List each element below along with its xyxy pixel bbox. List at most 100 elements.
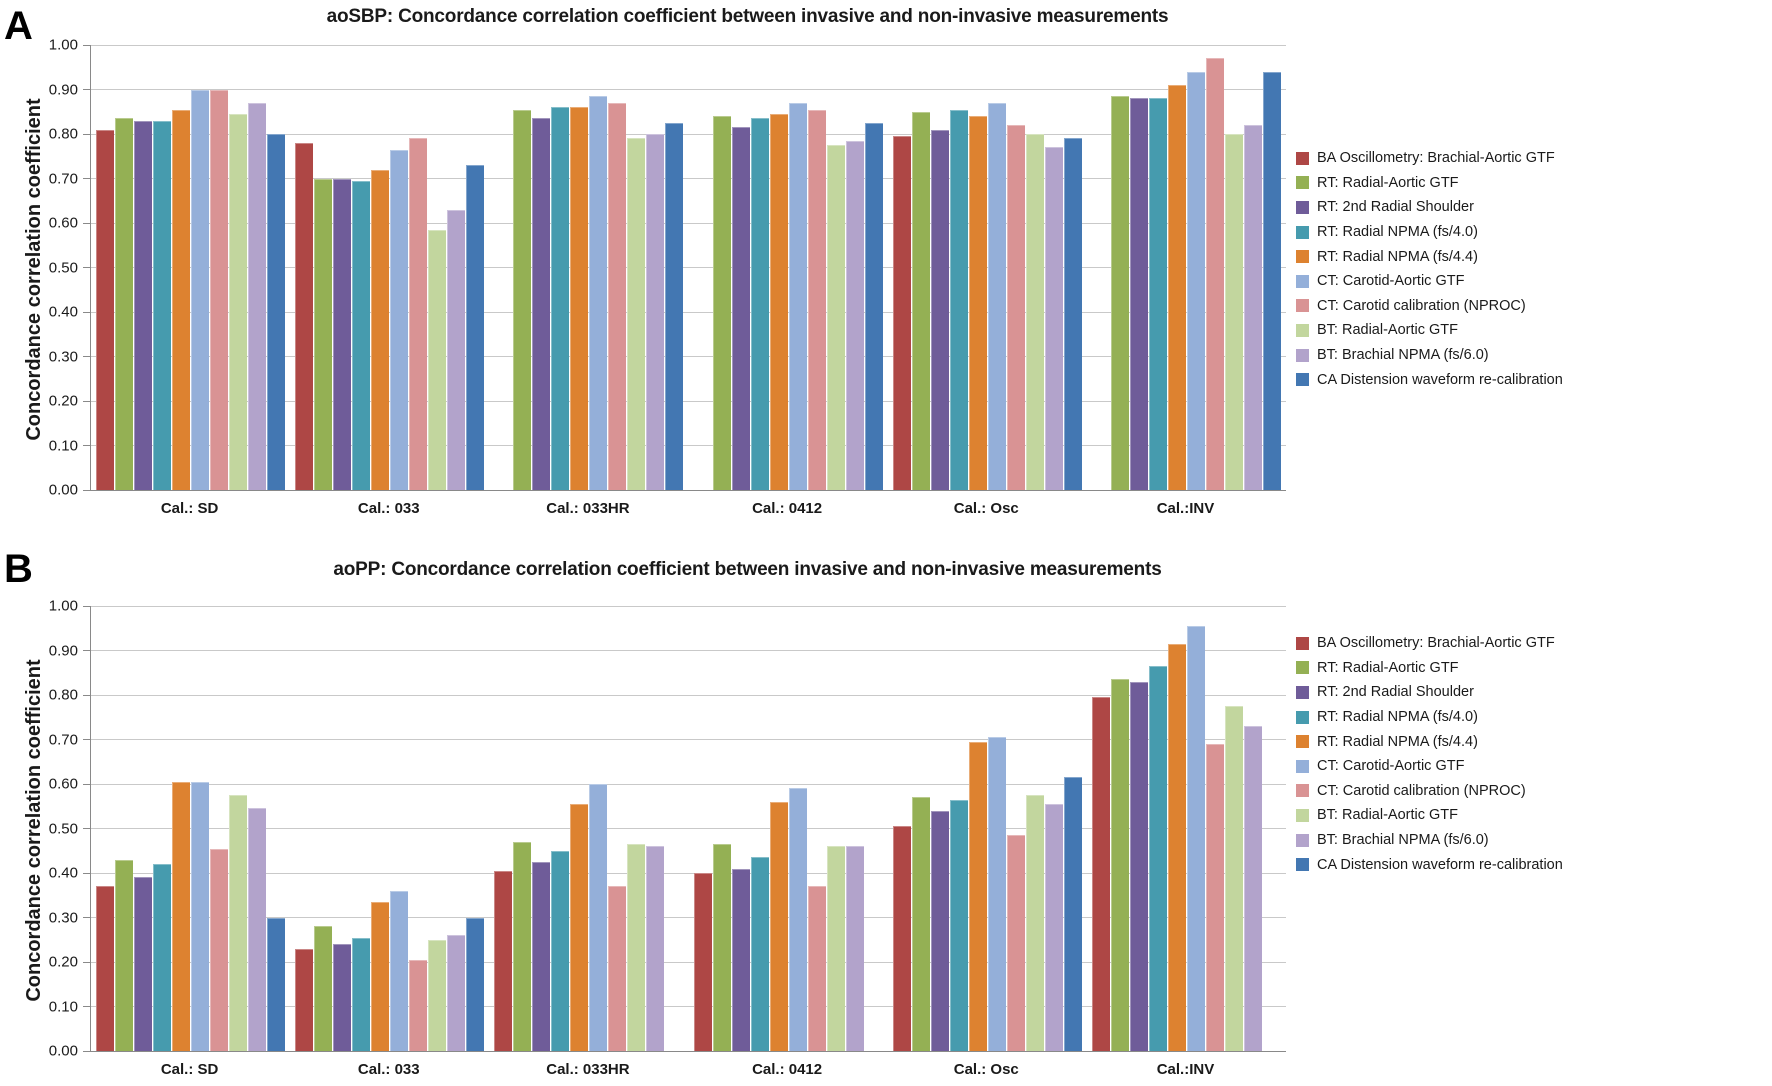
y-tick-mark xyxy=(83,178,91,179)
y-tick-mark xyxy=(83,267,91,268)
bar xyxy=(570,804,589,1051)
bar xyxy=(750,857,769,1051)
bar-slot xyxy=(267,45,286,490)
bar-slot xyxy=(551,45,570,490)
y-tick-mark xyxy=(83,445,91,446)
bar xyxy=(390,149,409,490)
bar-slot xyxy=(892,606,911,1051)
bar xyxy=(267,917,286,1051)
bar-slot xyxy=(428,606,447,1051)
y-tick-mark xyxy=(83,605,91,607)
y-tick-label: 0.20 xyxy=(48,953,78,971)
bar xyxy=(788,788,807,1051)
bar-slot xyxy=(845,45,864,490)
bar-group xyxy=(1087,45,1286,490)
bar xyxy=(390,890,409,1051)
legend-swatch xyxy=(1296,858,1309,872)
panel-b: B aoPP: Concordance correlation coeffici… xyxy=(0,543,1772,1086)
bar xyxy=(665,122,684,490)
bar-slot xyxy=(494,606,513,1051)
bar-slot xyxy=(115,606,134,1051)
bar-slot xyxy=(314,606,333,1051)
y-tick-label: 0.20 xyxy=(48,392,78,410)
bar-slot xyxy=(134,606,153,1051)
gridline xyxy=(91,400,1286,402)
bar-slot xyxy=(172,606,191,1051)
y-tick-mark xyxy=(83,133,91,135)
bar-slot xyxy=(267,606,286,1051)
bar xyxy=(229,795,248,1051)
bar-slot xyxy=(248,606,267,1051)
bar-slot xyxy=(466,606,485,1051)
bar-group xyxy=(888,606,1087,1051)
bar-group xyxy=(91,606,290,1051)
y-tick-mark xyxy=(83,222,91,224)
bar xyxy=(513,841,532,1051)
bar xyxy=(409,138,428,490)
bar xyxy=(352,180,371,490)
bar xyxy=(428,229,447,490)
bar xyxy=(371,901,390,1051)
gridline xyxy=(91,133,1286,135)
bar xyxy=(911,111,930,490)
legend-item: BA Oscillometry: Brachial-Aortic GTF xyxy=(1296,631,1772,656)
bar xyxy=(712,844,731,1051)
bar-slot xyxy=(911,606,930,1051)
category-label: Cal.: 033 xyxy=(357,500,420,517)
legend-swatch xyxy=(1296,735,1309,749)
y-tick-label: 0.90 xyxy=(48,81,78,98)
bar xyxy=(1110,679,1129,1051)
category-label: Cal.:INV xyxy=(1156,500,1215,517)
panel-a: A aoSBP: Concordance correlation coeffic… xyxy=(4,4,1772,517)
bar-slot xyxy=(892,45,911,490)
bar-slot xyxy=(1205,606,1224,1051)
legend-label: CA Distension waveform re-calibration xyxy=(1317,371,1563,388)
bar-slot xyxy=(428,45,447,490)
category-label: Cal.: Osc xyxy=(953,1061,1019,1078)
bar-slot xyxy=(987,606,1006,1051)
bar xyxy=(826,145,845,490)
bar xyxy=(627,844,646,1051)
bar-slot xyxy=(665,606,684,1051)
bar-slot xyxy=(314,45,333,490)
bar xyxy=(409,959,428,1051)
bar-slot xyxy=(930,606,949,1051)
bar-slot xyxy=(646,45,665,490)
y-tick-mark xyxy=(83,1006,91,1007)
bar xyxy=(314,926,333,1051)
legend-item: CT: Carotid-Aortic GTF xyxy=(1296,754,1772,779)
bar xyxy=(1224,134,1243,490)
bar xyxy=(1243,125,1262,490)
bar xyxy=(712,116,731,490)
bar-slot xyxy=(807,45,826,490)
bar-slot xyxy=(191,45,210,490)
bar-slot xyxy=(172,45,191,490)
gridline xyxy=(91,961,1286,963)
category-label: Cal.: 033 xyxy=(357,1061,420,1078)
bar xyxy=(627,138,646,490)
legend-item: BT: Radial-Aortic GTF xyxy=(1296,318,1772,343)
legend-label: RT: 2nd Radial Shoulder xyxy=(1317,684,1474,701)
bar xyxy=(1044,804,1063,1051)
legend-swatch xyxy=(1296,661,1309,675)
bar xyxy=(987,102,1006,490)
bar xyxy=(1063,777,1082,1051)
bar-group xyxy=(489,45,688,490)
bar-slot xyxy=(1167,606,1186,1051)
category-label: Cal.: 0412 xyxy=(752,500,823,517)
bar xyxy=(447,209,466,490)
legend-swatch xyxy=(1296,250,1309,264)
bar xyxy=(333,178,352,490)
bar-slot xyxy=(390,606,409,1051)
bar-slot xyxy=(466,45,485,490)
bar-group xyxy=(689,606,888,1051)
bar xyxy=(333,944,352,1051)
y-tick-label: 0.40 xyxy=(48,864,78,882)
gridline xyxy=(91,739,1286,740)
bar-slot xyxy=(1006,606,1025,1051)
legend-swatch xyxy=(1296,636,1309,650)
y-tick-label: 1.00 xyxy=(48,36,78,54)
panel-b-x-labels: Cal.: SD Cal.: 033 Cal.: 033HR Cal.: 0412 Ca… xyxy=(90,1061,1285,1078)
bar xyxy=(987,737,1006,1051)
